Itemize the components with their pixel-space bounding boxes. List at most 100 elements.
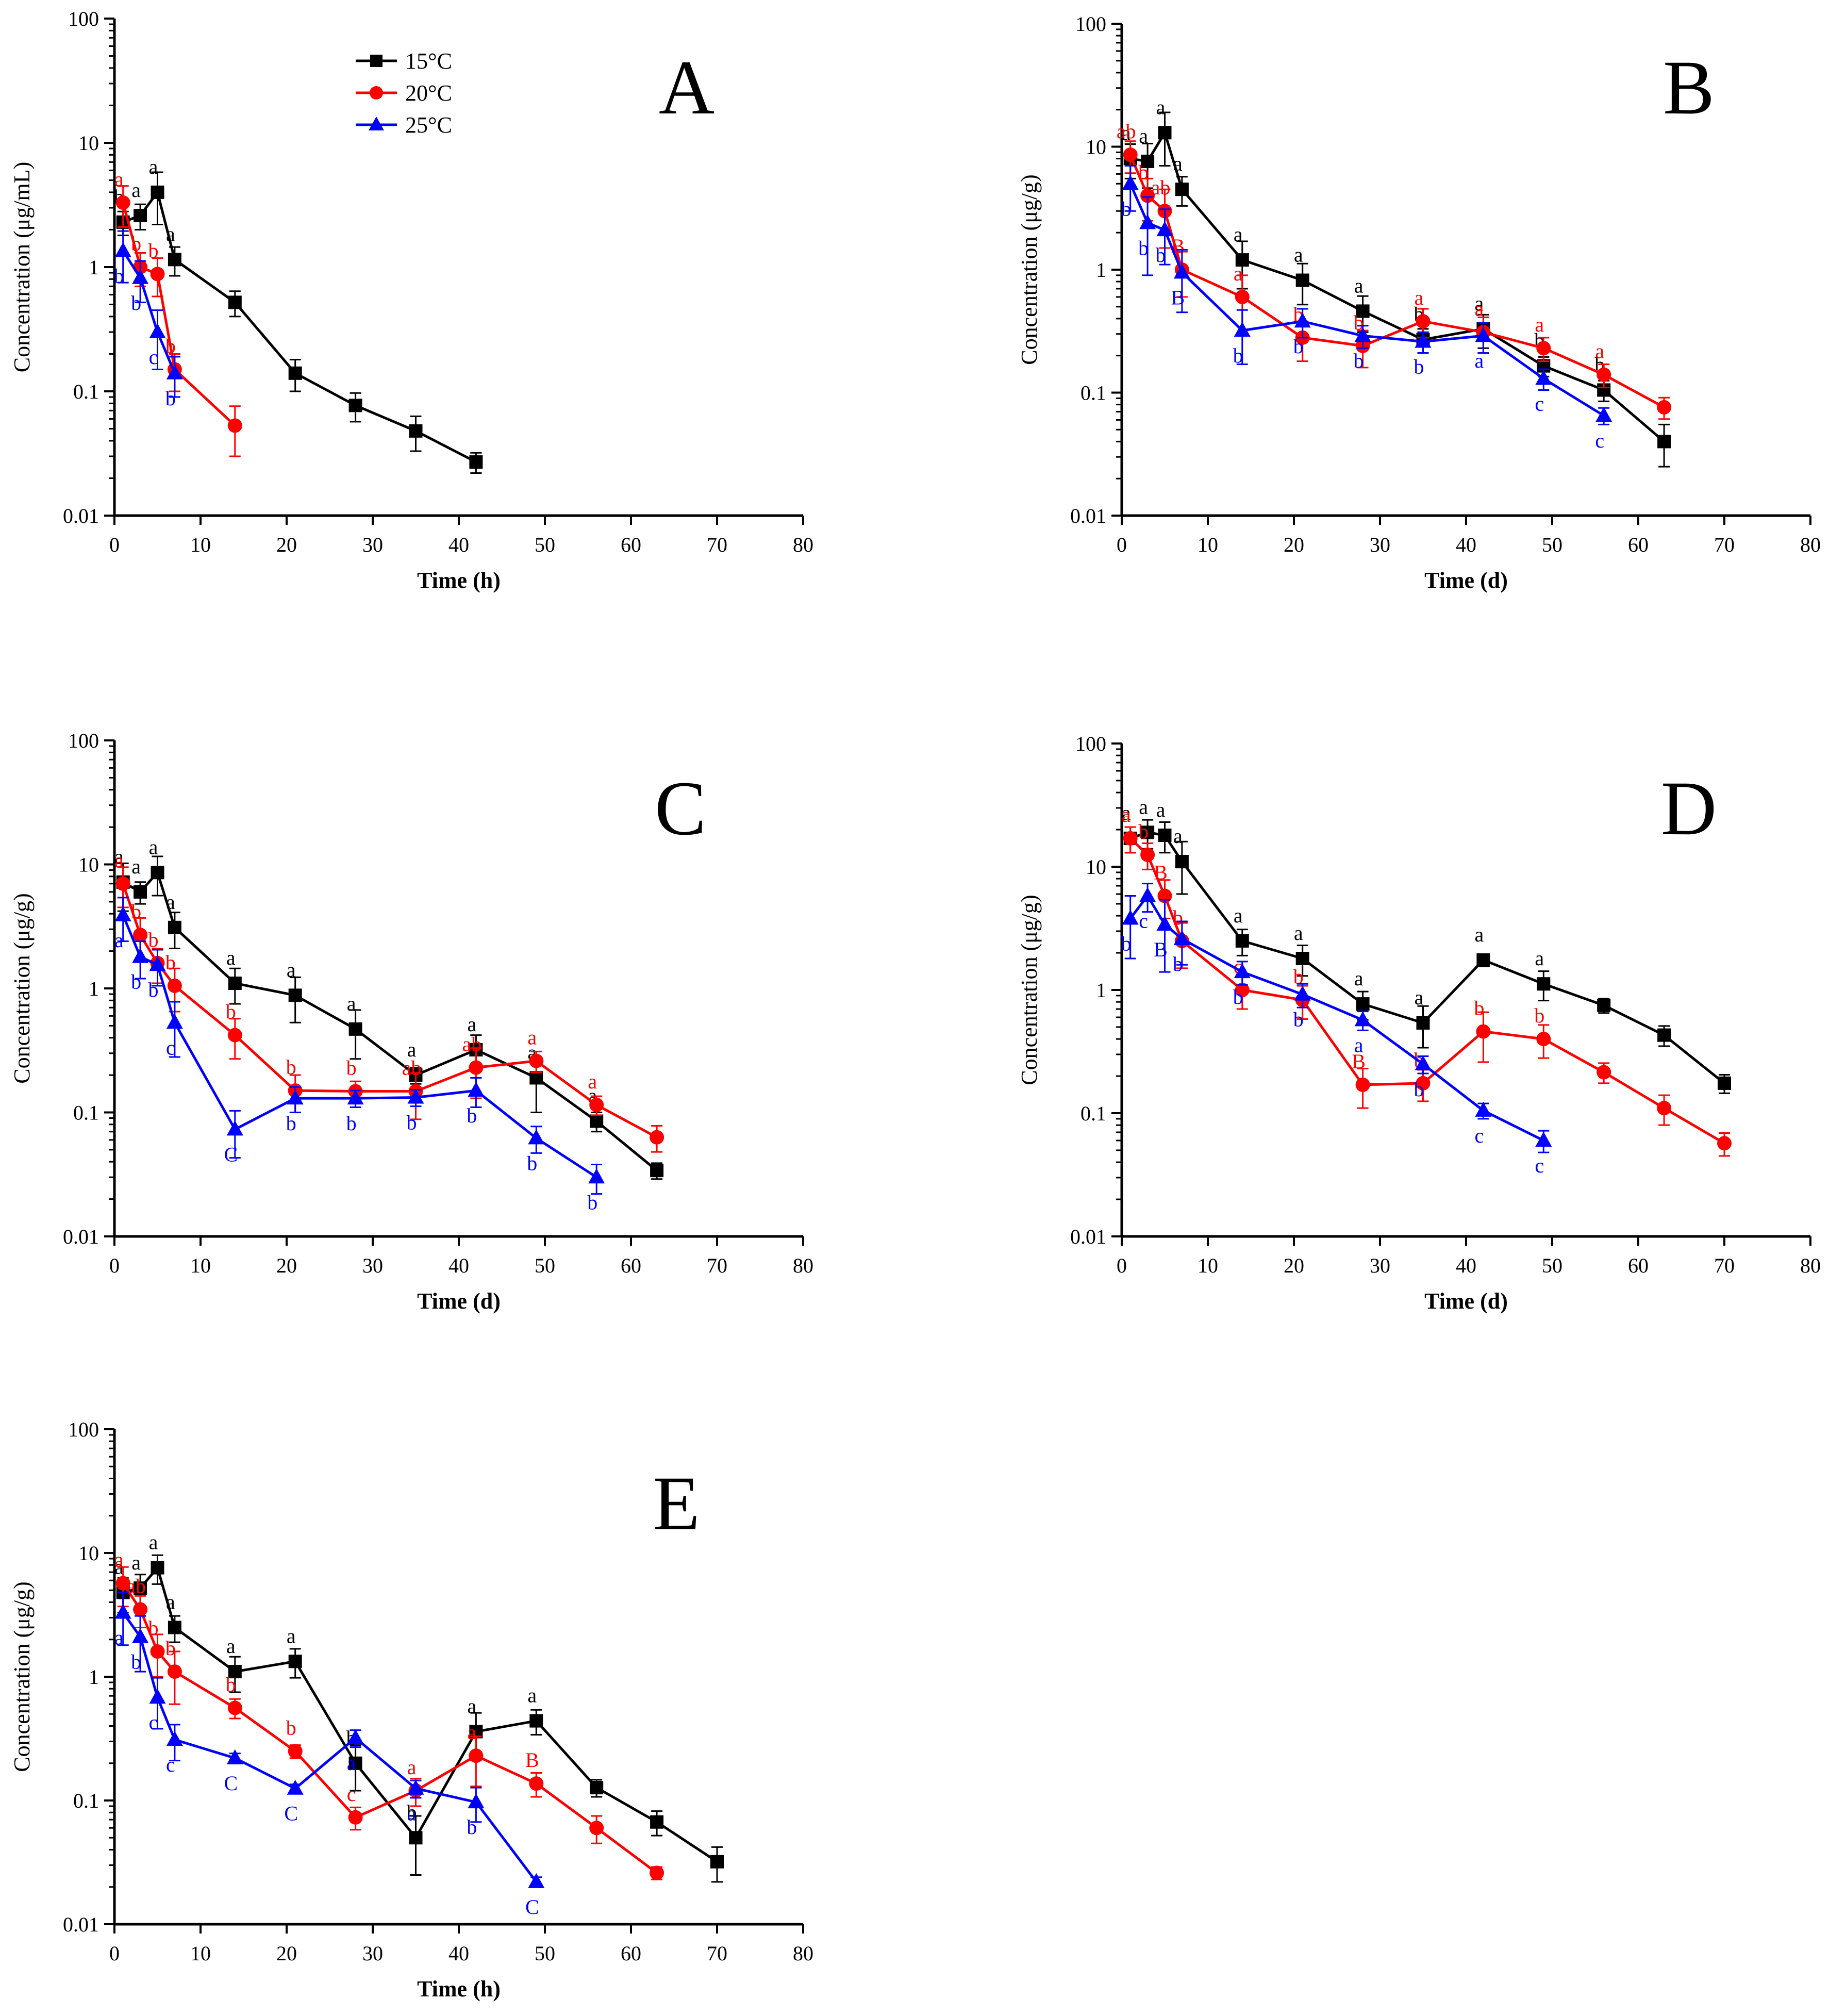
data-point [228,1665,242,1679]
significance-label: a [1354,967,1364,990]
significance-label: a [131,1551,141,1574]
data-point [1158,828,1172,842]
data-point [150,1644,165,1659]
legend-marker [370,55,383,67]
data-point [589,1821,604,1836]
data-point [1657,435,1671,449]
legend-label: 25°C [405,112,452,138]
series-line [122,189,477,464]
significance-label: a [1415,986,1424,1009]
significance-label: b [131,232,141,255]
significance-label: b [527,1151,537,1175]
data-point [149,956,166,971]
data-point [226,1749,243,1764]
significance-label: a [287,1624,296,1647]
significance-label: a [149,1531,158,1554]
significance-label: c [166,1753,175,1776]
y-tick-label: 0.1 [1080,1102,1106,1125]
data-point [115,1576,130,1591]
significance-label: a [1139,795,1148,818]
series-15c: aaaaaabbaa [114,1531,724,1883]
significance-label: b [587,1191,597,1214]
legend-item: 20°C [356,80,452,106]
x-tick-label: 70 [707,1942,727,1965]
data-point [1234,963,1251,979]
data-point [710,1855,724,1869]
significance-label: a [149,155,158,178]
significance-label: a [1173,152,1183,175]
data-point [1173,930,1190,945]
significance-label: b [148,1616,159,1640]
data-point [1354,327,1371,342]
data-point [409,424,423,438]
data-point [588,1168,605,1184]
significance-label: c [1595,429,1604,452]
legend-marker [370,86,383,100]
significance-label: b [407,1111,417,1134]
data-point [468,1082,485,1097]
significance-label: a [1234,262,1243,285]
significance-label: a [1173,824,1183,848]
legend-item: 15°C [356,48,452,74]
x-tick-label: 80 [1800,533,1821,556]
data-point [1536,1032,1551,1047]
series-25c: bb bBb bb b acc [1121,164,1612,452]
data-point [1657,1101,1672,1116]
data-point [348,1756,362,1770]
x-axis-label: Time (h) [417,1976,501,2002]
y-tick-label: 100 [68,729,99,752]
data-point [287,1089,304,1105]
x-tick-label: 20 [276,533,297,556]
data-point [1294,985,1311,1001]
x-tick-label: 20 [276,1942,297,1965]
x-tick-label: 40 [1456,533,1476,556]
significance-label: b [1293,335,1304,358]
significance-label: b [1173,906,1183,929]
series-line [122,883,658,1138]
y-tick-label: 1 [89,977,99,1000]
data-point [151,185,164,199]
data-point [133,928,148,943]
data-point [1175,183,1189,196]
x-tick-label: 80 [793,1942,813,1965]
data-point [1141,825,1155,839]
data-point [348,1810,363,1825]
data-point [134,885,147,899]
x-tick-label: 80 [793,533,813,556]
data-point [114,1604,131,1619]
data-point [226,1120,243,1136]
series-line [123,1565,718,1863]
significance-label: b [1293,1008,1304,1031]
data-point [1475,327,1492,342]
significance-label: ab [1117,120,1136,143]
x-tick-label: 10 [190,1942,211,1965]
significance-label: a [166,222,175,245]
panel-letter: E [653,1461,700,1546]
data-point [1657,400,1672,415]
significance-label: b [148,978,159,1001]
x-tick-label: 60 [621,533,641,556]
significance-label: b [165,387,176,410]
data-point [114,242,131,257]
significance-label: b [1121,197,1132,220]
x-tick-label: 60 [621,1254,641,1277]
significance-label: a [1234,904,1243,927]
significance-label: b [114,265,124,288]
significance-label: b [1474,997,1484,1020]
series-line [1129,894,1544,1142]
data-point [469,455,483,469]
data-point [166,1014,183,1029]
significance-label: B [1352,1050,1366,1073]
y-tick-label: 0.1 [1080,382,1106,405]
x-tick-label: 20 [276,1254,297,1277]
y-tick-label: 100 [68,7,99,30]
significance-label: b [131,970,141,994]
data-point [1597,998,1611,1012]
x-tick-label: 80 [793,1254,813,1277]
data-point [347,1089,364,1105]
data-point [1235,253,1249,267]
x-tick-label: 70 [1714,1254,1735,1277]
significance-label: a [166,1590,175,1613]
significance-label: a [527,1026,537,1049]
